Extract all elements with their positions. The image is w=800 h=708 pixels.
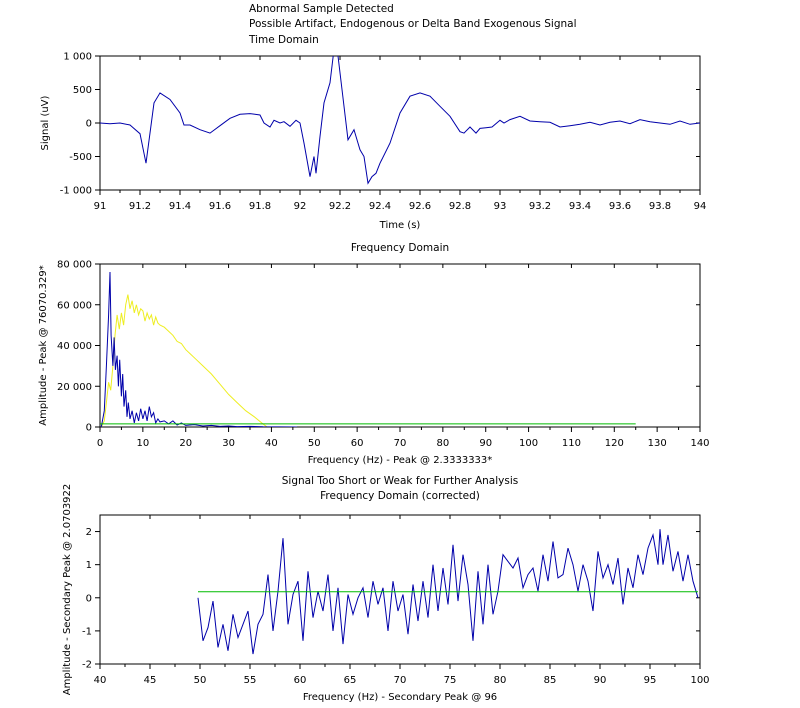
x-axis-label: Frequency (Hz) - Secondary Peak @ 96: [303, 692, 497, 703]
x-tick-label: 65: [344, 675, 357, 686]
x-tick-label: 92.4: [369, 201, 391, 212]
x-tick-label: 90: [479, 438, 492, 449]
x-tick-label: 40: [94, 675, 107, 686]
y-tick-label: 60 000: [57, 300, 92, 311]
x-tick-label: 80: [436, 438, 449, 449]
x-tick-label: 85: [544, 675, 557, 686]
chart-title-line: Abnormal Sample Detected: [249, 3, 394, 15]
x-tick-label: 140: [690, 438, 709, 449]
series-line-1: [197, 529, 699, 655]
chart-panel-2: Frequency Domain 0 10 20 30 40 50 60 70 80 90 100 11…: [38, 242, 710, 466]
x-tick-label: 95: [644, 675, 657, 686]
y-tick-label: 20 000: [57, 382, 92, 393]
x-tick-label: 94: [694, 201, 707, 212]
chart-title-line: Frequency Domain: [351, 242, 449, 254]
x-tick-label: 92.6: [409, 201, 431, 212]
chart-panel-3: Signal Too Short or Weak for Further Ana…: [62, 475, 710, 703]
x-tick-label: 91: [94, 201, 107, 212]
x-tick-label: 90: [594, 675, 607, 686]
series-line-1: [100, 294, 268, 427]
x-tick-label: 93.4: [569, 201, 591, 212]
x-tick-label: 91.8: [249, 201, 271, 212]
x-axis-label: Frequency (Hz) - Peak @ 2.3333333*: [308, 455, 493, 466]
x-tick-label: 92.2: [329, 201, 351, 212]
y-tick-label: 2: [86, 527, 92, 538]
chart-title-line: Possible Artifact, Endogenous or Delta B…: [249, 18, 577, 30]
x-tick-label: 120: [605, 438, 624, 449]
y-tick-label: 40 000: [57, 341, 92, 352]
x-tick-label: 93.8: [649, 201, 671, 212]
x-tick-label: 60: [351, 438, 364, 449]
y-tick-label: -1 000: [60, 186, 92, 197]
series-line-2: [100, 271, 298, 427]
x-tick-label: 130: [648, 438, 667, 449]
x-tick-label: 30: [222, 438, 235, 449]
chart-title-line: Frequency Domain (corrected): [320, 490, 480, 502]
x-tick-label: 93.6: [609, 201, 631, 212]
x-tick-label: 20: [179, 438, 192, 449]
chart-panel-1: Abnormal Sample Detected Possible Artifac…: [40, 3, 706, 231]
x-tick-label: 70: [394, 438, 407, 449]
x-tick-label: 50: [194, 675, 207, 686]
chart-title-line: Signal Too Short or Weak for Further Ana…: [282, 475, 518, 487]
y-axis-label: Amplitude - Secondary Peak @ 2.0703922: [62, 484, 73, 696]
y-tick-label: 0: [86, 593, 92, 604]
x-tick-label: 93.2: [529, 201, 551, 212]
x-axis-label: Time (s): [379, 220, 421, 231]
x-tick-label: 80: [494, 675, 507, 686]
y-tick-label: 80 000: [57, 260, 92, 271]
plot-frame: [99, 263, 701, 428]
y-tick-label: 500: [73, 85, 92, 96]
y-tick-label: -2: [82, 660, 92, 671]
x-tick-label: 10: [136, 438, 149, 449]
y-tick-label: 0: [86, 423, 92, 434]
plot-frame: [99, 514, 701, 665]
x-tick-label: 40: [265, 438, 278, 449]
x-tick-label: 60: [294, 675, 307, 686]
x-tick-label: 0: [97, 438, 103, 449]
y-tick-label: 1 000: [63, 52, 92, 63]
y-tick-label: -500: [69, 152, 92, 163]
x-tick-label: 70: [394, 675, 407, 686]
y-tick-label: 0: [86, 119, 92, 130]
plot-frame: [99, 55, 701, 191]
x-tick-label: 50: [308, 438, 321, 449]
x-tick-label: 91.2: [129, 201, 151, 212]
y-tick-label: -1: [82, 626, 92, 637]
x-tick-label: 110: [562, 438, 581, 449]
x-tick-label: 75: [444, 675, 457, 686]
x-tick-label: 92: [294, 201, 307, 212]
x-tick-label: 100: [690, 675, 709, 686]
x-tick-label: 45: [144, 675, 157, 686]
x-tick-label: 93: [494, 201, 507, 212]
x-tick-label: 91.4: [169, 201, 191, 212]
x-tick-label: 100: [519, 438, 538, 449]
series-line-1: [100, 56, 700, 185]
x-tick-label: 55: [244, 675, 257, 686]
y-axis-label: Signal (uV): [40, 95, 51, 150]
x-tick-label: 91.6: [209, 201, 231, 212]
y-axis-label: Amplitude - Peak @ 76070.329*: [38, 265, 49, 425]
x-tick-label: 92.8: [449, 201, 471, 212]
y-tick-label: 1: [86, 560, 92, 571]
chart-title-line: Time Domain: [248, 34, 319, 46]
